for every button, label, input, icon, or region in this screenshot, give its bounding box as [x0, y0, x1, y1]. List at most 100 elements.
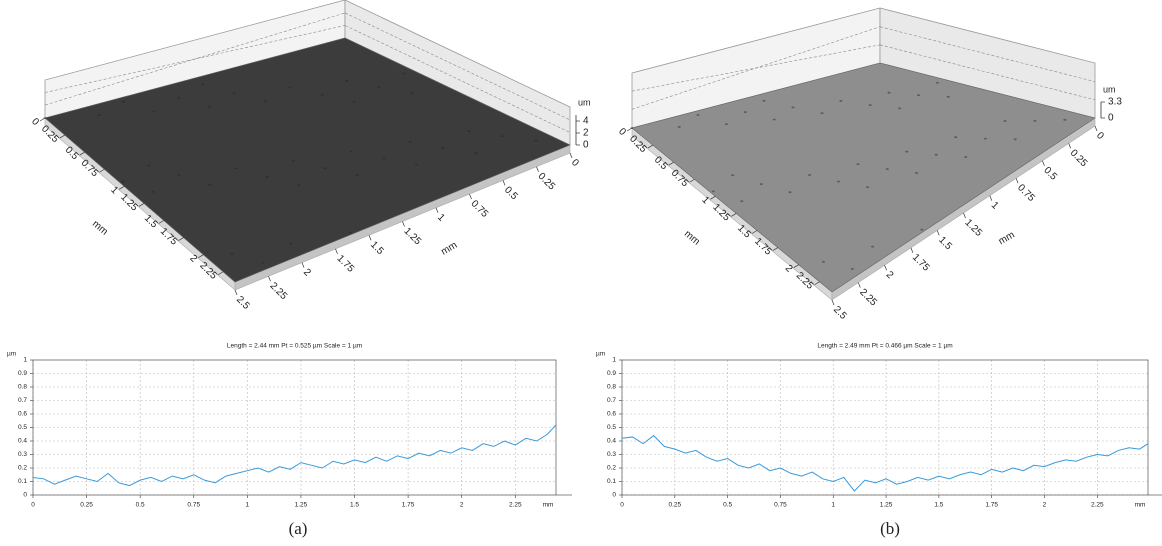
tick-mark	[884, 265, 887, 271]
surface-pit	[230, 252, 234, 255]
wall-guide	[344, 25, 571, 133]
y-tick-label: 1	[23, 357, 27, 364]
z-tick-label: 0	[583, 140, 589, 151]
x-tick-label: 0.25	[668, 502, 681, 509]
x-tick-label: 1.25	[402, 226, 424, 248]
x-tick-label: 2.25	[1091, 502, 1104, 509]
x-tick-label: 0	[1094, 130, 1106, 142]
tick-mark	[368, 235, 372, 241]
surface-pit	[836, 180, 841, 183]
x-tick-label: 1	[435, 212, 447, 224]
surface-pit	[935, 81, 940, 84]
tick-mark	[831, 299, 835, 306]
surface-pit	[821, 260, 826, 263]
x-tick-label: 1.5	[934, 502, 943, 509]
tick-mark	[198, 254, 204, 258]
surface-pit	[865, 186, 870, 189]
y-tick-label: 0.4	[607, 438, 616, 445]
y-tick-label: 0.8	[18, 384, 27, 391]
tick-mark	[402, 221, 405, 227]
surface-pit	[441, 146, 445, 149]
tick-mark	[857, 282, 861, 288]
x-tick-label: 2.25	[268, 281, 290, 303]
y-tick-label: 0.3	[18, 451, 27, 458]
y-tick-label: 0.5	[607, 424, 616, 431]
x-tick-label: 1.75	[910, 252, 932, 274]
x-axis-unit: mm	[1135, 502, 1146, 509]
tick-mark	[234, 289, 238, 296]
surface-pit	[176, 96, 181, 99]
surface-pit	[377, 86, 381, 89]
x-tick-label: 1.5	[368, 239, 386, 257]
tick-mark	[936, 230, 940, 236]
x-tick-label: 1.75	[985, 502, 998, 509]
surface-pit	[887, 91, 891, 94]
surface-pit	[856, 163, 860, 166]
surface-pit	[323, 167, 327, 170]
surface-pit	[820, 112, 824, 115]
surface-pit	[759, 183, 763, 185]
z-tick-label: 4	[583, 116, 589, 127]
surface-pit	[897, 107, 902, 110]
surface-pit	[791, 106, 795, 109]
x-tick-label: 2	[460, 502, 464, 509]
x-tick-label: 0	[569, 157, 581, 169]
surface-pit	[467, 130, 471, 133]
surface-pit	[263, 100, 268, 103]
y-tick-label: 0.6	[18, 411, 27, 418]
y-tick-label: 0.9	[18, 370, 27, 377]
surface-pit	[954, 136, 958, 139]
y-tick-label: 0.1	[607, 478, 616, 485]
tick-mark	[772, 247, 779, 251]
x-tick-label: 2.5	[831, 304, 849, 322]
surface-pit	[743, 111, 747, 113]
tick-mark	[158, 220, 164, 224]
surface-pit	[402, 72, 406, 75]
x-tick-label: 1.75	[402, 502, 415, 509]
surface-pit	[534, 139, 538, 142]
tick-mark	[301, 262, 305, 268]
x-tick-label: 0	[31, 502, 35, 509]
z-tick-label: 2	[583, 128, 589, 139]
surface-pit	[711, 190, 715, 193]
x-tick-label: 2	[884, 269, 896, 281]
axis-label: mm	[90, 219, 110, 238]
tick-mark	[1042, 160, 1045, 166]
panel-caption: (a)	[289, 519, 308, 538]
axis-label: um	[1103, 84, 1116, 94]
tick-mark	[814, 281, 820, 286]
axis-label: mm	[439, 240, 459, 258]
x-tick-label: 0.75	[1015, 182, 1037, 204]
y-tick-label: 0.7	[607, 397, 616, 404]
surface-pit	[850, 268, 854, 270]
tick-mark	[963, 212, 966, 219]
x-tick-label: 1.5	[350, 502, 359, 509]
surface-pit	[151, 190, 155, 193]
surface-pit	[1003, 120, 1007, 122]
y-tick-label: 1	[612, 357, 616, 364]
surface-pit	[1033, 119, 1037, 122]
surface	[44, 37, 571, 283]
surface-pit	[201, 83, 205, 86]
tick-mark	[178, 237, 184, 241]
wall-guide	[44, 25, 346, 93]
surface-pit	[983, 137, 988, 140]
surface-pit	[1013, 138, 1017, 141]
surface-pit	[500, 135, 505, 138]
surface-pit	[740, 200, 744, 203]
axis-label: mm	[682, 229, 702, 248]
tick-mark	[730, 213, 737, 217]
tick-mark	[268, 276, 271, 282]
surface-pit	[232, 92, 236, 95]
wall-guide	[44, 12, 346, 106]
surface-pit	[408, 140, 412, 143]
surface-pit	[964, 156, 968, 158]
y-tick-label: 0.4	[18, 438, 27, 445]
tick-mark	[793, 264, 799, 268]
surface-pit	[762, 99, 766, 102]
y-tick-label: 0.3	[607, 451, 616, 458]
x-tick-label: 1	[246, 502, 250, 509]
surface-pit	[788, 191, 792, 194]
surface-pit	[344, 80, 349, 82]
